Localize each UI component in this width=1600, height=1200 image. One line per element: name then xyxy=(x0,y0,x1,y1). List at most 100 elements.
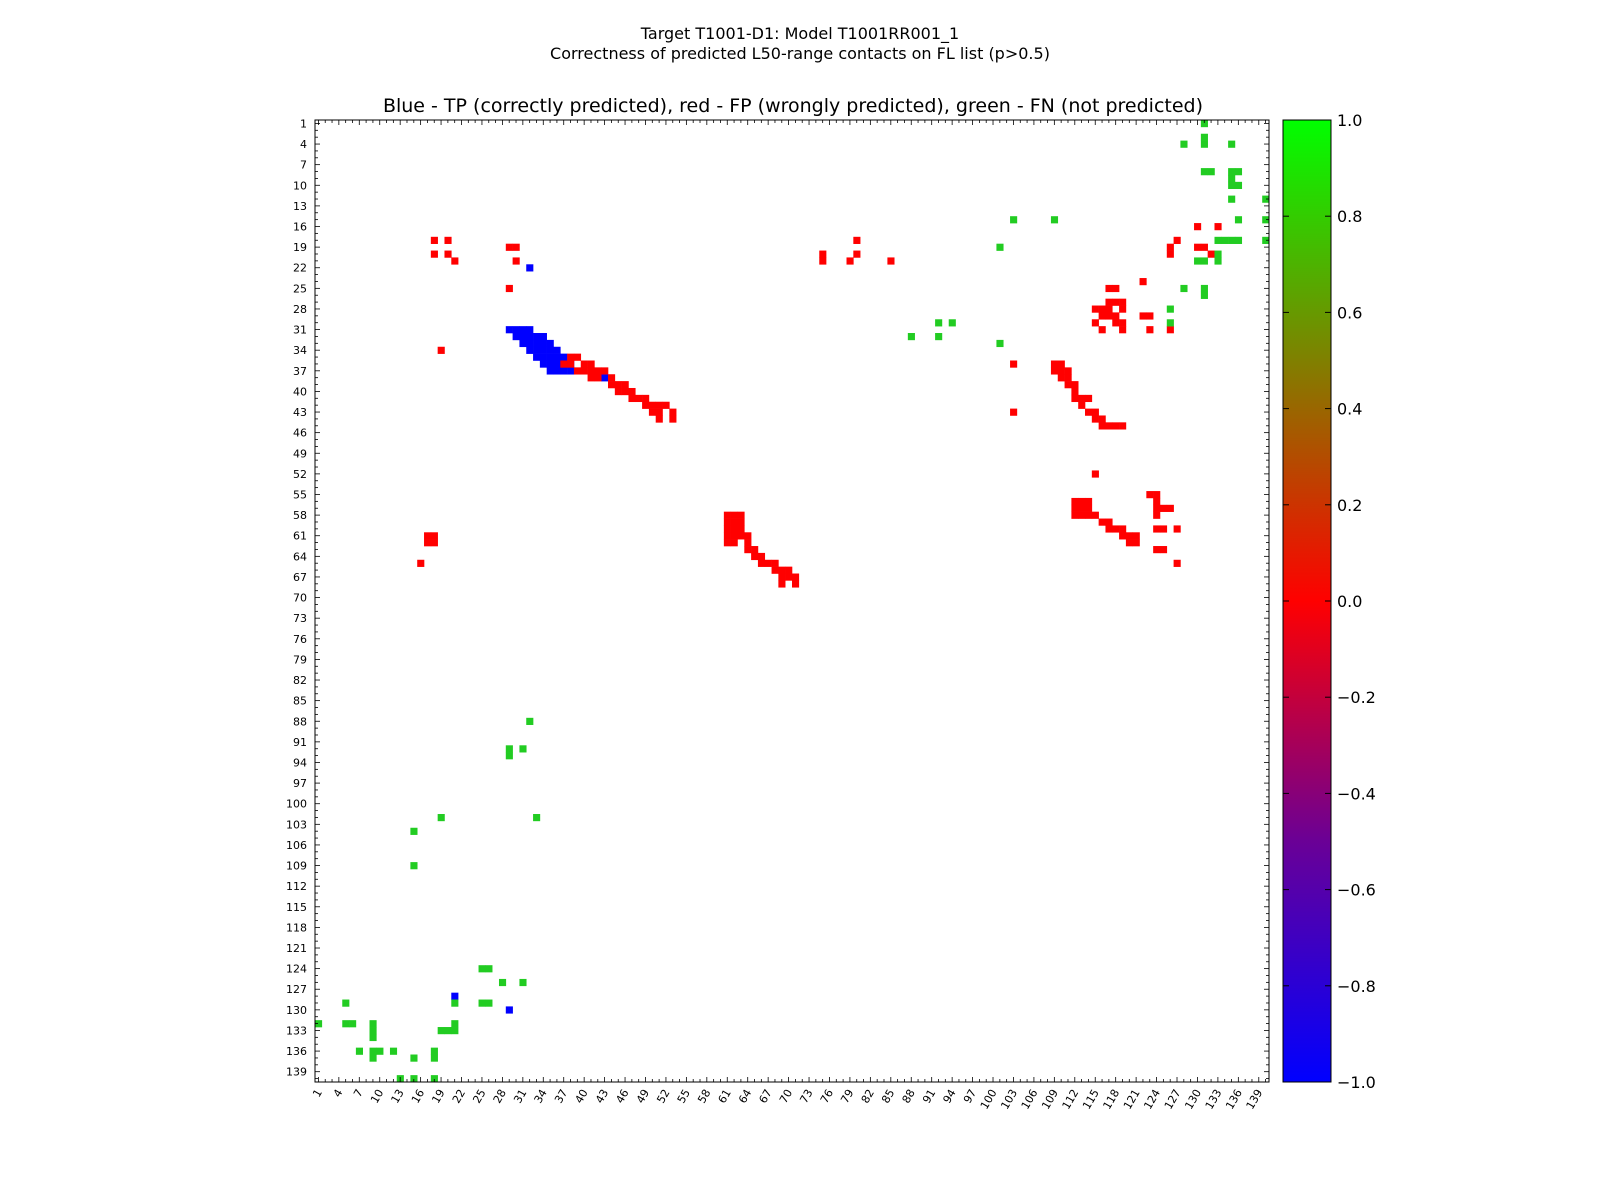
fp-cell xyxy=(757,552,766,561)
colorbar xyxy=(1282,119,1332,1083)
fp-cell xyxy=(757,559,766,567)
tp-cell xyxy=(533,333,541,341)
fp-cell xyxy=(1064,374,1072,382)
fp-cell xyxy=(1098,312,1106,320)
fp-cell xyxy=(430,532,438,540)
fp-cell xyxy=(1057,367,1065,375)
y-tick-label: 127 xyxy=(286,983,307,996)
fp-cell xyxy=(1105,525,1113,533)
y-tick-label: 136 xyxy=(286,1045,307,1058)
plot-subtitle: Blue - TP (correctly predicted), red - F… xyxy=(383,95,1203,117)
fp-cell xyxy=(1112,312,1120,320)
x-tick-label: 121 xyxy=(1121,1087,1143,1112)
fp-cell xyxy=(573,367,582,375)
fn-cell xyxy=(349,1020,357,1028)
fp-cell xyxy=(1112,284,1120,293)
x-tick-label: 124 xyxy=(1141,1087,1163,1112)
fp-cell xyxy=(1132,539,1140,547)
x-tick-label: 82 xyxy=(859,1087,877,1106)
fn-cell xyxy=(519,745,527,753)
fn-cell xyxy=(410,1054,418,1062)
fp-cell xyxy=(1098,305,1106,313)
fp-cell xyxy=(1207,250,1215,258)
y-tick-label: 112 xyxy=(286,880,307,893)
fn-cell xyxy=(369,1047,377,1055)
fp-cell xyxy=(594,367,602,375)
fp-cell xyxy=(1112,525,1120,533)
fp-cell xyxy=(792,580,800,588)
fn-cell xyxy=(996,339,1004,348)
x-tick-label: 19 xyxy=(429,1087,447,1106)
fp-cell xyxy=(628,394,636,403)
colorbar-tick-label: −0.2 xyxy=(1337,688,1376,707)
fn-cell xyxy=(1200,291,1208,299)
fn-cell xyxy=(948,319,956,327)
tp-cell xyxy=(539,346,547,354)
x-tick-label: 58 xyxy=(695,1087,713,1106)
x-tick-label: 79 xyxy=(838,1087,856,1106)
tp-cell xyxy=(601,374,609,382)
colorbar-tick-label: 1.0 xyxy=(1337,111,1362,130)
fp-cell xyxy=(505,243,513,251)
fp-cell xyxy=(778,566,786,574)
y-tick-label: 67 xyxy=(293,571,307,584)
colorbar-ticks: 1.0 0.8 0.6 0.4 0.2 0.0 −0.2 −0.4 −0.6 −0.8 −1.0 xyxy=(1283,111,1376,1092)
fp-cell xyxy=(1105,518,1113,526)
fp-cell xyxy=(1091,415,1099,423)
y-tick-label: 73 xyxy=(293,612,307,625)
y-tick-label: 79 xyxy=(293,653,307,666)
tp-cell xyxy=(512,333,520,341)
fp-cell xyxy=(580,367,588,375)
tp-cell xyxy=(539,360,547,368)
fp-cell xyxy=(1159,546,1168,554)
tp-cell xyxy=(512,326,520,334)
tp-cell xyxy=(519,339,527,348)
fn-cell xyxy=(444,1027,452,1035)
x-tick-label: 25 xyxy=(470,1087,488,1106)
colorbar-tick-label: −0.6 xyxy=(1337,881,1376,900)
fn-cell xyxy=(369,1054,377,1062)
fp-cell xyxy=(628,387,636,396)
fp-cell xyxy=(567,360,575,368)
tp-cell xyxy=(539,339,547,348)
fn-cell xyxy=(369,1020,377,1028)
fn-cell xyxy=(369,1027,377,1035)
fn-cell xyxy=(342,999,350,1007)
x-tick-label: 16 xyxy=(409,1087,427,1106)
fp-cell xyxy=(1119,422,1127,430)
fp-cell xyxy=(1078,511,1086,519)
fp-cell xyxy=(723,511,731,519)
y-tick-label: 121 xyxy=(286,942,307,955)
fp-cell xyxy=(1071,381,1079,389)
x-tick-label: 88 xyxy=(900,1087,918,1106)
fn-cell xyxy=(478,965,486,973)
fp-cell xyxy=(655,408,663,416)
fp-cell xyxy=(573,353,582,361)
fp-cell xyxy=(744,546,752,554)
x-tick-label: 61 xyxy=(716,1087,734,1106)
x-tick-label: 28 xyxy=(491,1087,509,1106)
x-tick-label: 34 xyxy=(532,1087,550,1106)
fp-cell xyxy=(430,236,438,244)
fp-cell xyxy=(1010,360,1018,368)
x-tick-label: 103 xyxy=(998,1087,1020,1112)
fp-cell xyxy=(1139,278,1147,286)
fp-cell xyxy=(1132,532,1140,540)
y-tick-label: 82 xyxy=(293,674,307,687)
fn-cell xyxy=(410,1075,418,1083)
tp-cell xyxy=(560,367,568,375)
tp-cell xyxy=(526,326,534,334)
fn-cell xyxy=(1200,168,1208,176)
fn-cell xyxy=(1221,236,1229,244)
y-tick-label: 16 xyxy=(293,221,307,234)
fp-cell xyxy=(1105,298,1113,306)
fp-cell xyxy=(1153,546,1161,554)
x-tick-label: 100 xyxy=(978,1087,1000,1112)
y-tick-label: 88 xyxy=(293,715,307,728)
fn-cell xyxy=(533,814,541,822)
colorbar-tick-label: 0.6 xyxy=(1337,303,1362,322)
x-tick-label: 10 xyxy=(368,1087,386,1106)
fp-cell xyxy=(751,546,759,554)
fn-cell xyxy=(369,1033,377,1042)
fp-cell xyxy=(1119,319,1127,327)
